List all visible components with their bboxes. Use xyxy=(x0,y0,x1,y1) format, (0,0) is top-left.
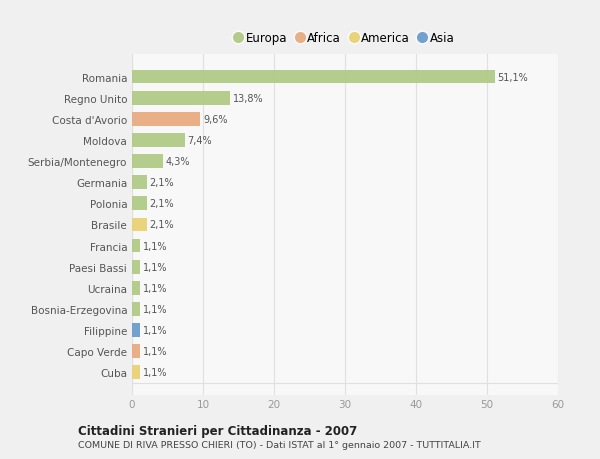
Text: 1,1%: 1,1% xyxy=(143,241,167,251)
Bar xyxy=(132,71,495,84)
Text: Cittadini Stranieri per Cittadinanza - 2007: Cittadini Stranieri per Cittadinanza - 2… xyxy=(78,424,357,437)
Bar xyxy=(132,260,140,274)
Text: 1,1%: 1,1% xyxy=(143,325,167,335)
Text: 2,1%: 2,1% xyxy=(150,220,175,230)
Text: COMUNE DI RIVA PRESSO CHIERI (TO) - Dati ISTAT al 1° gennaio 2007 - TUTTITALIA.I: COMUNE DI RIVA PRESSO CHIERI (TO) - Dati… xyxy=(78,441,481,449)
Bar xyxy=(132,112,200,126)
Bar xyxy=(132,302,140,316)
Bar xyxy=(132,155,163,168)
Bar xyxy=(132,197,147,211)
Text: 7,4%: 7,4% xyxy=(187,135,212,146)
Bar xyxy=(132,281,140,295)
Bar xyxy=(132,366,140,379)
Bar xyxy=(132,345,140,358)
Bar xyxy=(132,92,230,105)
Bar xyxy=(132,134,185,147)
Bar xyxy=(132,239,140,253)
Text: 9,6%: 9,6% xyxy=(203,115,227,124)
Text: 1,1%: 1,1% xyxy=(143,368,167,377)
Bar xyxy=(132,324,140,337)
Text: 1,1%: 1,1% xyxy=(143,347,167,356)
Text: 4,3%: 4,3% xyxy=(166,157,190,167)
Text: 2,1%: 2,1% xyxy=(150,199,175,209)
Text: 1,1%: 1,1% xyxy=(143,283,167,293)
Text: 13,8%: 13,8% xyxy=(233,94,263,103)
Text: 51,1%: 51,1% xyxy=(497,73,529,82)
Legend: Europa, Africa, America, Asia: Europa, Africa, America, Asia xyxy=(230,27,460,50)
Bar xyxy=(132,176,147,190)
Text: 1,1%: 1,1% xyxy=(143,262,167,272)
Text: 1,1%: 1,1% xyxy=(143,304,167,314)
Bar xyxy=(132,218,147,232)
Text: 2,1%: 2,1% xyxy=(150,178,175,188)
